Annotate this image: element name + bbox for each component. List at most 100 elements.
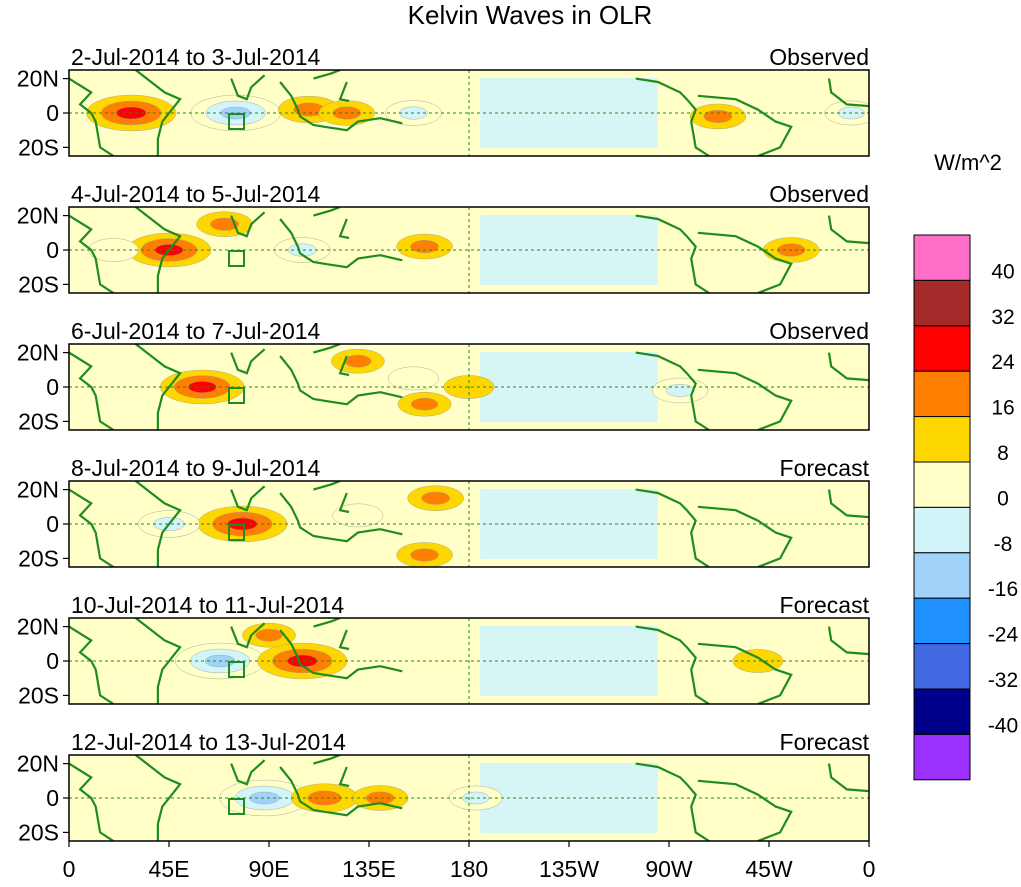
coastline-2 — [135, 755, 182, 841]
coastline-1 — [69, 625, 114, 704]
coastline-6 — [338, 492, 350, 514]
coastline-4 — [279, 766, 403, 817]
colorbar-label: -40 — [988, 714, 1018, 737]
colorbar-label: -8 — [994, 533, 1013, 556]
panel-status-label: Forecast — [780, 592, 870, 618]
coastline-7 — [635, 77, 710, 156]
colorbar-label: -24 — [988, 624, 1019, 647]
panel-4: 20N 0 20S 8-Jul-2014 to 9-Jul-2014 Forecast — [17, 455, 870, 571]
coastline-9 — [827, 78, 869, 108]
lat-tick-label: 20S — [18, 408, 59, 434]
coastline-5 — [313, 481, 341, 491]
longitude-axis: 0 45E 90E 135E 180 135W 90W 45W 0 — [63, 841, 876, 882]
reference-box — [228, 661, 245, 678]
anomaly-contour-3-2 — [411, 397, 439, 411]
panel-period-label: 2-Jul-2014 to 3-Jul-2014 — [71, 44, 321, 70]
coastline-9 — [827, 352, 869, 382]
panel-1: 20N 0 20S 2-Jul-2014 to 3-Jul-2014 Observed — [17, 44, 870, 160]
lat-tick-label: 20N — [17, 203, 59, 229]
coastline-3 — [230, 622, 266, 649]
coastline-5 — [313, 755, 341, 765]
coastline-4 — [279, 81, 403, 132]
colorbar-swatch — [913, 370, 971, 418]
panel-status-label: Observed — [769, 44, 869, 70]
coastline-8 — [697, 505, 793, 567]
anomaly-contour-6-2 — [703, 109, 733, 123]
coastline-8 — [697, 779, 793, 841]
coastline-6 — [338, 766, 350, 788]
coastline-8 — [697, 368, 793, 430]
reference-box — [228, 387, 245, 404]
coastline-3 — [230, 211, 266, 238]
coastline-7 — [635, 351, 710, 430]
coastline-5 — [313, 344, 341, 354]
colorbar-swatch — [913, 688, 971, 735]
lat-tick-label: 20S — [18, 682, 59, 708]
lat-tick-label: 0 — [46, 237, 59, 263]
coastline-4 — [279, 218, 403, 269]
lon-tick-label: 180 — [450, 856, 488, 882]
reference-box — [228, 798, 245, 815]
colorbar-swatch — [913, 279, 971, 327]
coastline-4 — [279, 492, 403, 543]
coastline-2 — [135, 207, 182, 293]
colorbar-swatch — [913, 325, 971, 372]
coastline-3 — [230, 74, 266, 101]
colorbar-units-label: W/m^2 — [934, 150, 1002, 175]
colorbar: 40 32 24 16 8 0 -8 -16 -24 -32 -40 — [913, 234, 1019, 781]
lat-tick-label: 20S — [18, 134, 59, 160]
coastline-4 — [279, 629, 403, 680]
colorbar-swatch — [913, 733, 971, 781]
coastline-1 — [69, 762, 114, 841]
colorbar-swatch — [913, 461, 971, 508]
coastline-4 — [279, 355, 403, 406]
panel-period-label: 12-Jul-2014 to 13-Jul-2014 — [71, 729, 346, 755]
lat-tick-label: 0 — [46, 511, 59, 537]
lon-tick-label: 0 — [63, 856, 76, 882]
coastline-2 — [135, 70, 182, 156]
panel-5: 20N 0 20S 10-Jul-2014 to 11-Jul-2014 Forecas… — [17, 592, 870, 708]
colorbar-label: 40 — [991, 260, 1014, 283]
coastline-1 — [69, 214, 114, 293]
lat-tick-label: 0 — [46, 648, 59, 674]
panel-status-label: Observed — [769, 181, 869, 207]
anomaly-contour-3-2 — [210, 217, 239, 231]
chart-title: Kelvin Waves in OLR — [408, 0, 653, 30]
coastline-2 — [135, 344, 182, 430]
coastline-3 — [230, 759, 266, 786]
coastline-7 — [635, 488, 710, 567]
anomaly-contour-3-2 — [255, 628, 283, 642]
lat-tick-label: 20S — [18, 545, 59, 571]
lat-tick-label: 0 — [46, 100, 59, 126]
lon-tick-label: 0 — [863, 856, 876, 882]
anomaly-contour-4-2 — [462, 791, 490, 805]
reference-box — [228, 524, 245, 541]
coastline-9 — [827, 489, 869, 519]
lat-tick-label: 0 — [46, 785, 59, 811]
lat-tick-label: 20S — [18, 271, 59, 297]
colorbar-swatch — [913, 643, 971, 690]
coastline-8 — [697, 231, 793, 293]
reference-box — [228, 250, 245, 267]
lat-tick-label: 20S — [18, 819, 59, 845]
anomaly-contour-2-2 — [307, 790, 342, 806]
coastline-5 — [313, 618, 341, 628]
panel-6: 20N 0 20S 12-Jul-2014 to 13-Jul-2014 Forecas… — [17, 729, 870, 845]
colorbar-swatch — [913, 506, 971, 554]
coastline-7 — [635, 762, 710, 841]
anomaly-contour-4-2 — [665, 383, 695, 397]
anomaly-contour-4-2 — [410, 548, 439, 562]
coastline-6 — [338, 629, 350, 651]
colorbar-swatch — [913, 552, 971, 599]
lon-tick-label: 135E — [342, 856, 396, 882]
coastline-8 — [697, 642, 793, 704]
anomaly-contour-5-1 — [332, 503, 384, 528]
panel-status-label: Observed — [769, 318, 869, 344]
panel-period-label: 8-Jul-2014 to 9-Jul-2014 — [71, 455, 321, 481]
coastline-8 — [697, 94, 793, 156]
lon-tick-label: 90W — [645, 856, 693, 882]
lat-tick-label: 20N — [17, 66, 59, 92]
panel-status-label: Forecast — [780, 455, 870, 481]
lon-tick-label: 135W — [539, 856, 599, 882]
